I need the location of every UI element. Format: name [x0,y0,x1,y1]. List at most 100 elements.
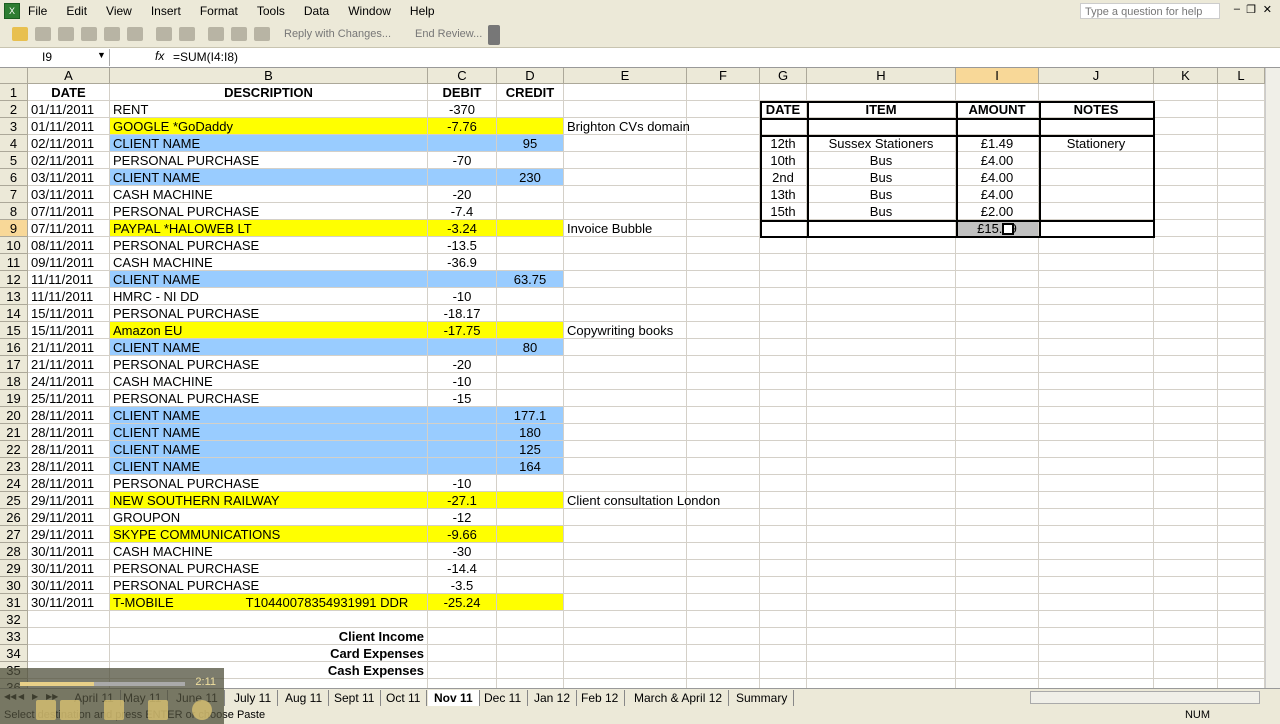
header-debit[interactable]: DEBIT [428,84,497,101]
cell[interactable] [1218,152,1265,169]
cell[interactable] [564,407,687,424]
cell[interactable] [1154,356,1218,373]
cell[interactable] [687,220,760,237]
reply-with-changes-button[interactable]: Reply with Changes... [284,28,391,40]
cell[interactable] [956,611,1039,628]
summary-label[interactable]: Card Expenses [110,645,428,662]
row-header[interactable]: 24 [0,475,28,492]
cell[interactable] [956,254,1039,271]
cell[interactable] [760,679,807,688]
end-review-button[interactable]: End Review... [415,28,483,40]
cell[interactable] [687,645,760,662]
note-cell[interactable]: Copywriting books [564,322,687,339]
cell[interactable] [956,645,1039,662]
cell[interactable] [687,118,760,135]
cell[interactable] [1154,169,1218,186]
credit-cell[interactable]: 230 [497,169,564,186]
date-cell[interactable]: 30/11/2011 [28,577,110,594]
cell[interactable] [564,390,687,407]
cell[interactable] [687,679,760,688]
date-cell[interactable]: 01/11/2011 [28,118,110,135]
column-header-j[interactable]: J [1039,68,1154,84]
description-cell[interactable]: CASH MACHINE [110,254,428,271]
cell[interactable] [807,424,956,441]
rewind-icon[interactable] [148,700,168,720]
cell[interactable] [956,441,1039,458]
row-header[interactable]: 12 [0,271,28,288]
description-cell[interactable]: CLIENT NAME [110,407,428,424]
row-header[interactable]: 2 [0,101,28,118]
row-header[interactable]: 4 [0,135,28,152]
cell[interactable] [807,356,956,373]
sheet-tab[interactable]: Jan 12 [528,690,578,706]
cell[interactable] [807,611,956,628]
formula-input[interactable]: =SUM(I4:I8) [173,50,239,64]
column-header-f[interactable]: F [687,68,760,84]
cell[interactable] [807,237,956,254]
date-cell[interactable]: 24/11/2011 [28,373,110,390]
cell[interactable] [1218,492,1265,509]
description-cell[interactable]: PERSONAL PURCHASE [110,356,428,373]
row-header[interactable]: 25 [0,492,28,509]
cell[interactable] [1154,322,1218,339]
description-cell[interactable]: NEW SOUTHERN RAILWAY [110,492,428,509]
cell[interactable] [564,611,687,628]
cell[interactable] [760,373,807,390]
close-player-icon[interactable] [192,700,212,720]
row-header[interactable]: 22 [0,441,28,458]
cell[interactable] [956,390,1039,407]
description-cell[interactable]: CASH MACHINE [110,543,428,560]
cell[interactable] [760,662,807,679]
cell[interactable] [956,407,1039,424]
date-cell[interactable]: 09/11/2011 [28,254,110,271]
undo-icon[interactable] [156,27,172,41]
cell[interactable] [1154,611,1218,628]
row-header[interactable]: 32 [0,611,28,628]
description-cell[interactable]: PERSONAL PURCHASE [110,305,428,322]
cell[interactable] [760,84,807,101]
debit-cell[interactable]: -70 [428,152,497,169]
date-cell[interactable]: 21/11/2011 [28,339,110,356]
description-cell[interactable]: PAYPAL *HALOWEB LT [110,220,428,237]
name-box[interactable]: I9 [2,49,110,66]
description-cell[interactable]: PERSONAL PURCHASE [110,390,428,407]
cell[interactable] [1154,492,1218,509]
cell[interactable] [1218,526,1265,543]
cell[interactable] [956,475,1039,492]
cell[interactable] [807,339,956,356]
credit-cell[interactable]: 125 [497,441,564,458]
cell[interactable] [687,152,760,169]
cell[interactable] [1039,407,1154,424]
cell[interactable] [428,679,497,688]
column-header-c[interactable]: C [428,68,497,84]
cell[interactable] [1154,645,1218,662]
cell[interactable] [956,543,1039,560]
toolbar-options-icon[interactable] [488,25,500,45]
cell[interactable] [760,560,807,577]
cash-cell[interactable]: 2nd [760,169,807,186]
debit-cell[interactable]: -25.24 [428,594,497,611]
date-cell[interactable]: 15/11/2011 [28,322,110,339]
cell[interactable] [687,322,760,339]
cell[interactable] [807,373,956,390]
note-cell[interactable]: Brighton CVs domain [564,118,690,135]
cell[interactable] [687,543,760,560]
description-cell[interactable]: CLIENT NAME [110,169,428,186]
cash-cell[interactable]: Bus [807,152,956,169]
menu-format[interactable]: Format [199,4,238,18]
cell[interactable] [428,628,497,645]
row-header[interactable]: 17 [0,356,28,373]
row-header[interactable]: 8 [0,203,28,220]
cell[interactable] [956,424,1039,441]
email-icon[interactable] [81,27,97,41]
cell[interactable] [807,475,956,492]
header-description[interactable]: DESCRIPTION [110,84,428,101]
row-header[interactable]: 6 [0,169,28,186]
cell[interactable] [807,543,956,560]
menu-view[interactable]: View [106,4,132,18]
debit-cell[interactable]: -12 [428,509,497,526]
cell[interactable] [564,254,687,271]
cell[interactable] [807,118,956,135]
cell[interactable] [687,305,760,322]
minimize-icon[interactable]: ‒ [1233,3,1240,15]
